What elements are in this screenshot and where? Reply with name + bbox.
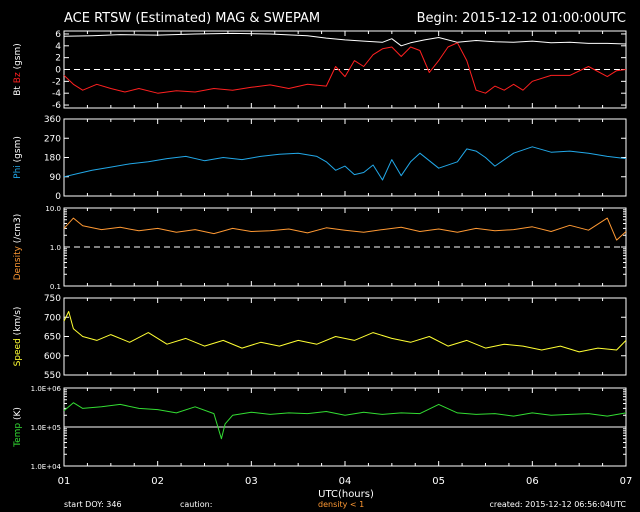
y-tick-label: -4 — [52, 89, 61, 99]
y-tick-label: 0 — [55, 192, 61, 202]
x-axis: 01 02 03 04 05 06 07 — [58, 476, 633, 487]
y-axis-label-part: Bz — [13, 72, 23, 83]
chart-title: ACE RTSW (Estimated) MAG & SWEPAM — [64, 11, 320, 26]
y-tick-label: 360 — [44, 115, 61, 125]
x-tick-label: 04 — [339, 476, 352, 487]
y-axis-label-part: Bt — [13, 86, 23, 96]
start-doy: start DOY: 346 — [64, 500, 122, 509]
y-axis-label-part: Phi — [13, 165, 23, 179]
x-axis-label: UTC(hours) — [318, 489, 374, 500]
y-axis-label-part: (K) — [13, 407, 23, 423]
x-tick-label: 02 — [151, 476, 164, 487]
y-tick-label: 180 — [44, 154, 61, 164]
y-axis-label-part: Speed — [13, 338, 23, 366]
y-tick-label: 0.1 — [50, 283, 61, 291]
series-speed-line — [63, 311, 627, 353]
y-axis-label: Temp (K) — [13, 407, 23, 448]
y-tick-label: 1.0E+05 — [31, 424, 61, 432]
y-tick-label: 700 — [44, 313, 61, 323]
y-tick-label: 2 — [55, 54, 61, 64]
created-time: created: 2015-12-12 06:56:04UTC — [489, 500, 626, 509]
series-phi-line — [63, 146, 627, 181]
x-tick-label: 01 — [58, 476, 71, 487]
caution-label: caution: — [180, 500, 212, 509]
y-tick-label: -2 — [52, 77, 61, 87]
y-axis-label: Phi (gsm) — [13, 136, 23, 179]
y-axis-label-part: (km/s) — [13, 307, 23, 339]
series-bt-line — [63, 32, 627, 47]
y-axis-label-part: Temp — [13, 423, 23, 448]
y-axis-label-part: Density — [13, 245, 23, 280]
y-tick-label: 90 — [50, 173, 62, 183]
x-tick-label: 06 — [526, 476, 539, 487]
series-temp-line — [63, 402, 627, 440]
series-bz-line — [63, 42, 627, 94]
y-axis-label: Speed (km/s) — [13, 307, 23, 367]
x-tick-label: 03 — [245, 476, 258, 487]
x-tick-label: 07 — [620, 476, 633, 487]
y-tick-label: 6 — [55, 30, 61, 40]
series-density-line — [63, 217, 627, 241]
y-tick-label: -6 — [52, 101, 61, 111]
y-tick-label: 550 — [44, 371, 61, 381]
panel-density: 10.0 1.0 0.1 Density (/cm3) — [13, 205, 627, 291]
panel-phi: 360 270 180 90 0 Phi (gsm) — [13, 115, 627, 202]
y-axis-label-part: (gsm) — [13, 43, 23, 72]
y-axis-label: Density (/cm3) — [13, 214, 23, 281]
x-tick-label: 05 — [432, 476, 445, 487]
y-tick-label: 4 — [55, 42, 61, 52]
begin-time: Begin: 2015-12-12 01:00:00UTC — [417, 11, 626, 26]
density-note: density < 1 — [318, 500, 364, 509]
y-tick-label: 0 — [55, 66, 61, 76]
panel-temp: 1.0E+06 1.0E+05 1.0E+04 Temp (K) — [13, 385, 627, 471]
y-tick-label: 1.0E+04 — [31, 463, 62, 471]
y-tick-label: 1.0 — [50, 244, 61, 252]
y-tick-label: 600 — [44, 352, 61, 362]
panel-mag: 6 4 2 0-2 -4 -6 Bt Bz (gsm) — [13, 30, 627, 111]
y-tick-label: 750 — [44, 294, 61, 304]
panel-speed: 750 700 650 600 550 Speed (km/s) — [13, 294, 627, 381]
y-axis-label-part: (/cm3) — [13, 214, 23, 246]
y-axis-label-part: (gsm) — [13, 136, 23, 165]
y-tick-label: 270 — [44, 134, 61, 144]
y-tick-label: 10.0 — [45, 205, 61, 213]
y-axis-label: Bt Bz (gsm) — [13, 43, 23, 96]
y-tick-label: 650 — [44, 333, 61, 343]
y-tick-label: 1.0E+06 — [31, 385, 62, 393]
